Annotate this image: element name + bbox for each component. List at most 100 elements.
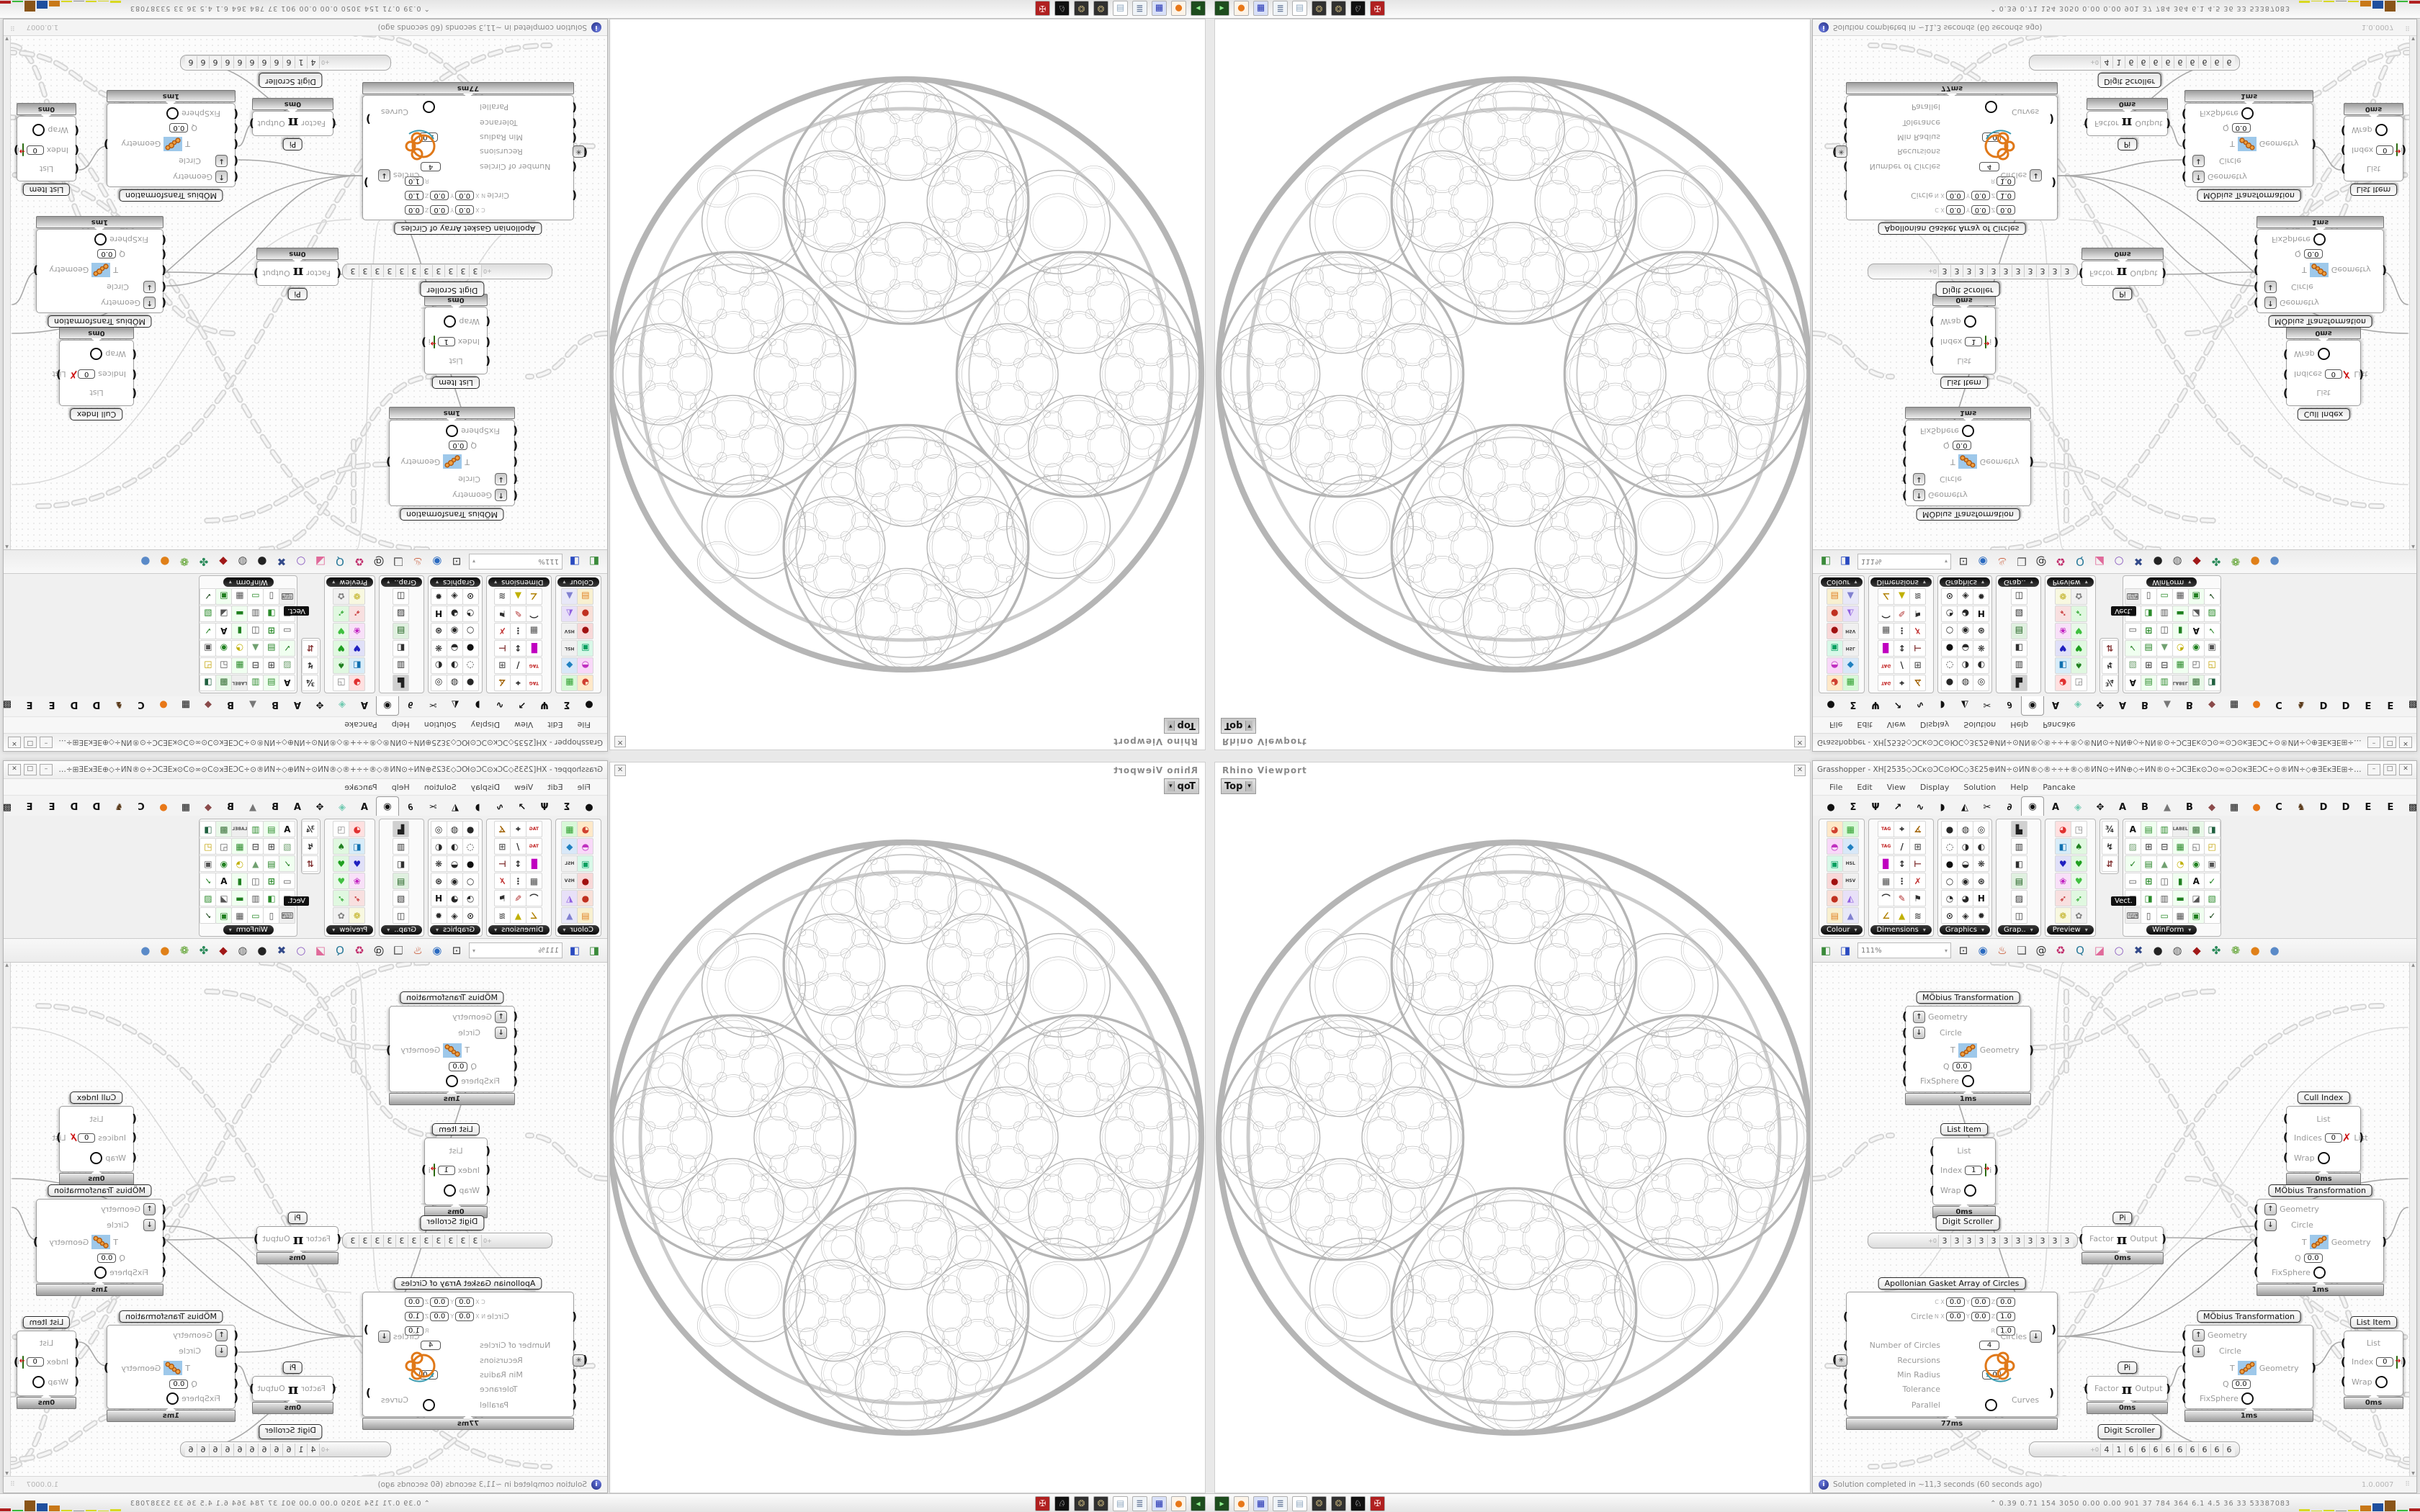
component-icon[interactable]: ▬ xyxy=(231,606,248,622)
component-tab-16[interactable]: B xyxy=(2186,801,2193,813)
component-icon[interactable]: ⊞ xyxy=(1909,657,1927,674)
component-tab-19[interactable]: ● xyxy=(159,801,168,813)
output-grip[interactable]: ) xyxy=(2161,267,2166,281)
component-icon[interactable]: ◧ xyxy=(393,855,410,872)
component-tab-7[interactable]: ✂ xyxy=(429,801,437,813)
vect-overlay-label[interactable]: Vect. xyxy=(284,606,309,616)
menu-item-view[interactable]: View xyxy=(514,720,534,730)
toolbar-icon[interactable]: ❏ xyxy=(2017,944,2027,957)
component-tab-26[interactable]: ▩ xyxy=(2408,801,2418,813)
vect-overlay-label[interactable]: Vect. xyxy=(2111,896,2136,906)
output-grip[interactable]: ) xyxy=(2311,1361,2316,1374)
palette-group-label[interactable]: Grap.. ▾ xyxy=(381,577,422,587)
component-icon[interactable]: ➶ xyxy=(333,606,350,622)
component-icon[interactable]: ⚑ xyxy=(493,606,511,622)
input-grip[interactable]: ( xyxy=(513,439,518,453)
component-icon[interactable]: ↕ xyxy=(509,855,526,872)
component-icon[interactable]: ◉ xyxy=(215,640,233,657)
component-icon[interactable]: ◳ xyxy=(333,675,350,691)
input-grip[interactable]: ( xyxy=(233,1344,238,1358)
palette-group-label[interactable]: Preview ▾ xyxy=(2046,925,2094,935)
input-grip[interactable]: ( xyxy=(513,1043,518,1057)
component-icon[interactable]: ❋ xyxy=(1973,855,1990,872)
output-grip[interactable]: ) xyxy=(2401,1354,2406,1368)
palette-group-label[interactable]: Grap.. ▾ xyxy=(1998,577,2039,587)
component-icon[interactable]: ◪ xyxy=(2187,890,2205,906)
component-tab-0[interactable]: ● xyxy=(1827,801,1835,813)
toolbar-icon[interactable]: Q xyxy=(336,944,344,957)
component-tab-22[interactable]: D xyxy=(92,801,101,813)
component-icon[interactable]: ➶ xyxy=(2070,606,2087,622)
component-tab-21[interactable]: ♞ xyxy=(115,801,123,813)
palette-group-label[interactable]: Colour ▾ xyxy=(557,577,599,587)
input-grip[interactable]: ( xyxy=(1902,424,1907,438)
taskbar-app-icon[interactable]: ❂ xyxy=(1331,1495,1346,1511)
component-icon[interactable]: ✎ xyxy=(509,890,526,906)
component-icon[interactable]: ❀ xyxy=(349,623,366,639)
input-grip[interactable]: ( xyxy=(485,1183,490,1197)
node-body[interactable]: (↑ Geometry(↓ Circle(T Geometry)(Q 0.0(FixSp… xyxy=(104,1325,238,1409)
minimize-button[interactable]: – xyxy=(2367,737,2380,748)
component-tab-15[interactable]: ▲ xyxy=(249,801,256,813)
input-grip[interactable]: ( xyxy=(161,1251,166,1264)
component-icon[interactable]: ● xyxy=(577,890,594,906)
component-icon[interactable]: ❁ xyxy=(2054,907,2071,924)
component-icon[interactable]: ❀ xyxy=(2054,873,2071,889)
component-icon[interactable]: ✓ xyxy=(200,873,217,889)
component-tab-25[interactable]: E xyxy=(26,801,33,813)
component-tab-23[interactable]: D xyxy=(70,699,79,711)
taskbar-app-icon[interactable]: ▸ xyxy=(1214,1,1229,17)
component-icon[interactable]: ✿ xyxy=(333,588,350,605)
output-grip[interactable]: ) xyxy=(254,1231,259,1245)
taskbar-app-icon[interactable]: ♘ xyxy=(1350,1495,1366,1511)
component-icon[interactable]: ◨ xyxy=(2203,675,2220,691)
input-grip[interactable]: ( xyxy=(233,107,238,121)
taskbar-app-icon[interactable]: ≣ xyxy=(1132,1,1147,17)
node-pi2[interactable]: Pi (Factor π Output) 0ms xyxy=(2084,1362,2171,1414)
component-icon[interactable]: ↕ xyxy=(509,640,526,657)
component-icon[interactable]: ◉ xyxy=(215,855,233,872)
input-grip[interactable]: ( xyxy=(2341,1374,2346,1388)
toolbar-icon[interactable]: ◨ xyxy=(1839,555,1851,568)
component-tab-22[interactable]: D xyxy=(2319,699,2328,711)
component-tab-3[interactable]: ↗ xyxy=(518,801,526,813)
component-tab-18[interactable]: ▦ xyxy=(2229,699,2239,711)
component-icon[interactable]: ◫ xyxy=(393,588,410,605)
input-grip[interactable]: ( xyxy=(1930,315,1935,329)
component-icon[interactable]: ➶ xyxy=(2054,890,2071,906)
input-grip[interactable]: ( xyxy=(74,124,79,138)
input-grip[interactable]: ( xyxy=(1843,1382,1848,1395)
toolbar-icon[interactable]: ⊡ xyxy=(1958,555,1968,568)
input-grip[interactable]: ( xyxy=(513,472,518,486)
component-icon[interactable]: ◌ xyxy=(1941,657,1958,674)
palette-group-label[interactable]: Graphics ▾ xyxy=(1939,577,1991,587)
component-icon[interactable]: ⊞ xyxy=(263,838,280,855)
palette-group-label[interactable]: Dimensions ▾ xyxy=(488,577,550,587)
component-icon[interactable]: ▤ xyxy=(1826,907,1843,924)
component-tab-6[interactable]: ◭ xyxy=(452,699,459,711)
taskbar-app-icon[interactable]: ✠ xyxy=(1035,1495,1050,1511)
component-icon[interactable]: ○ xyxy=(1941,873,1958,889)
component-icon[interactable]: ➶ xyxy=(333,890,350,906)
input-grip[interactable]: ( xyxy=(2079,267,2084,281)
component-icon[interactable]: ◔ xyxy=(1941,890,1958,906)
component-icon[interactable]: ↯ xyxy=(302,657,319,674)
component-icon[interactable]: ▯ xyxy=(2140,588,2157,605)
component-icon[interactable]: ⌨ xyxy=(279,588,296,605)
toolbar-icon[interactable]: ● xyxy=(257,944,267,957)
toolbar-icon[interactable]: ◍ xyxy=(2172,555,2182,568)
component-icon[interactable]: ◕ xyxy=(349,821,366,837)
node-body[interactable]: (List(Index0i)(Wrap xyxy=(2341,1331,2406,1396)
toolbar-icon[interactable]: ♨ xyxy=(1997,555,2007,568)
input-grip[interactable]: ( xyxy=(161,1235,166,1248)
component-icon[interactable]: ▥ xyxy=(247,675,264,691)
input-grip[interactable]: ( xyxy=(572,189,577,203)
component-icon[interactable]: ▤ xyxy=(2140,821,2157,837)
component-tab-18[interactable]: ▦ xyxy=(2229,801,2239,813)
component-icon[interactable]: ▥ xyxy=(2156,890,2173,906)
component-icon[interactable]: ◫ xyxy=(2156,623,2173,639)
palette-group-label[interactable]: Grap.. ▾ xyxy=(381,925,422,935)
input-grip[interactable]: ( xyxy=(2254,248,2259,261)
